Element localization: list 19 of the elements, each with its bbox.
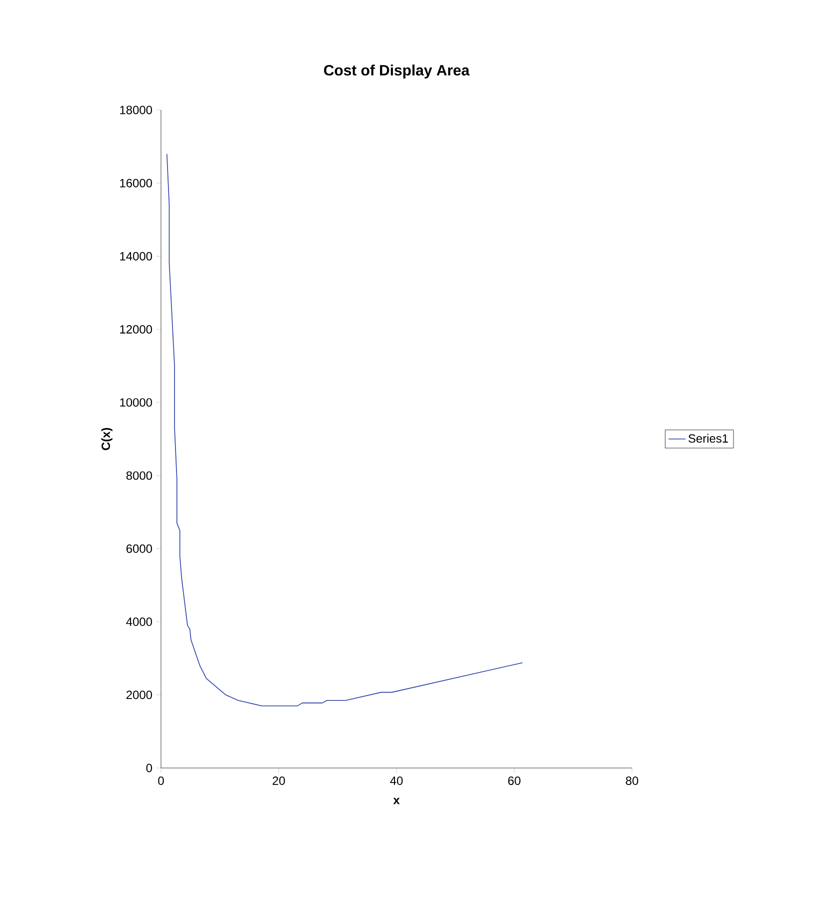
x-tick-label: 60 xyxy=(508,776,520,785)
y-tick-label: 18000 xyxy=(120,106,152,114)
y-tick-label: 2000 xyxy=(126,690,152,700)
y-tick-label: 4000 xyxy=(126,618,152,626)
y-tick-label: 8000 xyxy=(126,471,152,480)
x-axis-title: x xyxy=(393,798,400,804)
y-tick-label: 0 xyxy=(146,764,152,772)
y-tick-label: 14000 xyxy=(120,252,152,260)
legend-label: Series1 xyxy=(688,434,728,443)
y-tick-label: 6000 xyxy=(126,544,152,553)
x-tick-label: 20 xyxy=(272,776,285,785)
y-axis-title: C(x) xyxy=(101,428,112,450)
x-tick-label: 80 xyxy=(626,776,638,785)
x-tick-label: 40 xyxy=(390,776,403,785)
y-tick-label: 10000 xyxy=(120,398,152,407)
y-tick-label: 16000 xyxy=(120,178,152,188)
chart-title: Cost of Display Area xyxy=(324,64,470,78)
x-tick-label: 0 xyxy=(158,776,164,785)
y-tick-label: 12000 xyxy=(120,325,152,334)
